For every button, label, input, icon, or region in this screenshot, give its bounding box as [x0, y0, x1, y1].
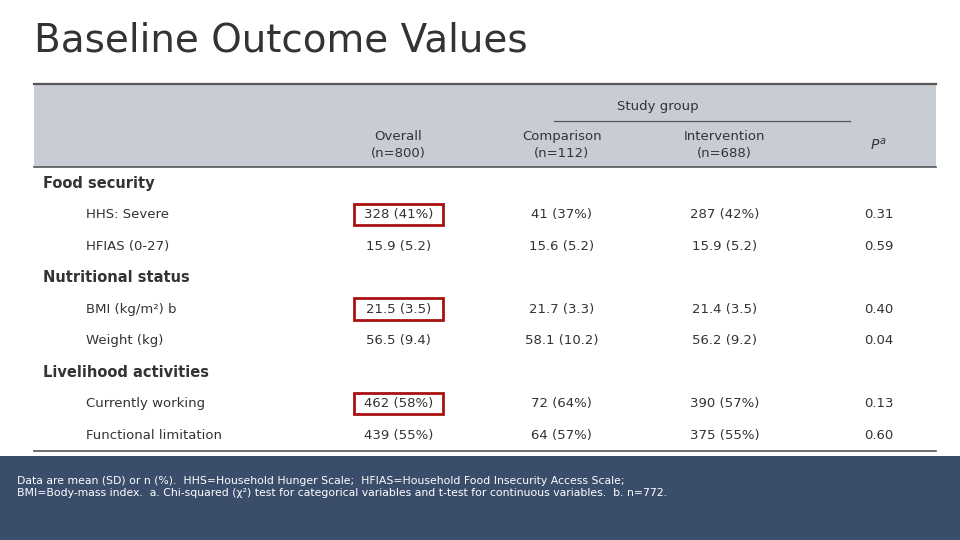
- Text: 58.1 (10.2): 58.1 (10.2): [525, 334, 598, 347]
- Text: 72 (64%): 72 (64%): [531, 397, 592, 410]
- Text: (n=688): (n=688): [697, 147, 753, 160]
- Text: Intervention: Intervention: [684, 130, 765, 143]
- Text: 287 (42%): 287 (42%): [690, 208, 759, 221]
- Text: 15.6 (5.2): 15.6 (5.2): [529, 240, 594, 253]
- Text: 64 (57%): 64 (57%): [531, 429, 592, 442]
- Text: 0.13: 0.13: [864, 397, 893, 410]
- Text: Study group: Study group: [616, 100, 699, 113]
- Bar: [354, 393, 443, 414]
- Text: 41 (37%): 41 (37%): [531, 208, 592, 221]
- Text: Overall: Overall: [374, 130, 422, 143]
- Text: 375 (55%): 375 (55%): [690, 429, 759, 442]
- Text: 462 (58%): 462 (58%): [364, 397, 433, 410]
- Text: HHS: Severe: HHS: Severe: [86, 208, 169, 221]
- Text: (n=112): (n=112): [534, 147, 589, 160]
- Text: Food security: Food security: [43, 176, 155, 191]
- Text: $\it{P}^a$: $\it{P}^a$: [870, 137, 887, 153]
- Text: Data are mean (SD) or n (%).  HHS=Household Hunger Scale;  HFIAS=Household Food : Data are mean (SD) or n (%). HHS=Househo…: [17, 476, 667, 498]
- Text: 15.9 (5.2): 15.9 (5.2): [366, 240, 431, 253]
- Bar: [354, 299, 443, 320]
- Text: 0.04: 0.04: [864, 334, 893, 347]
- Text: 56.2 (9.2): 56.2 (9.2): [692, 334, 757, 347]
- Text: (n=800): (n=800): [371, 147, 426, 160]
- Text: 0.60: 0.60: [864, 429, 893, 442]
- Text: 21.7 (3.3): 21.7 (3.3): [529, 302, 594, 316]
- Text: HFIAS (0-27): HFIAS (0-27): [86, 240, 170, 253]
- Text: Currently working: Currently working: [86, 397, 205, 410]
- Text: 15.9 (5.2): 15.9 (5.2): [692, 240, 757, 253]
- Text: 21.5 (3.5): 21.5 (3.5): [366, 302, 431, 316]
- Text: 0.40: 0.40: [864, 302, 893, 316]
- Bar: [354, 204, 443, 225]
- Text: Functional limitation: Functional limitation: [86, 429, 223, 442]
- Text: 21.4 (3.5): 21.4 (3.5): [692, 302, 757, 316]
- Text: Baseline Outcome Values: Baseline Outcome Values: [34, 22, 527, 59]
- Text: Livelihood activities: Livelihood activities: [43, 364, 209, 380]
- Text: 328 (41%): 328 (41%): [364, 208, 433, 221]
- Text: Comparison: Comparison: [522, 130, 601, 143]
- Text: 0.31: 0.31: [864, 208, 893, 221]
- Text: Weight (kg): Weight (kg): [86, 334, 164, 347]
- Text: Nutritional status: Nutritional status: [43, 270, 190, 285]
- Text: 56.5 (9.4): 56.5 (9.4): [366, 334, 431, 347]
- Text: 0.59: 0.59: [864, 240, 893, 253]
- Text: 390 (57%): 390 (57%): [690, 397, 759, 410]
- Text: 439 (55%): 439 (55%): [364, 429, 433, 442]
- Text: BMI (kg/m²) b: BMI (kg/m²) b: [86, 302, 177, 316]
